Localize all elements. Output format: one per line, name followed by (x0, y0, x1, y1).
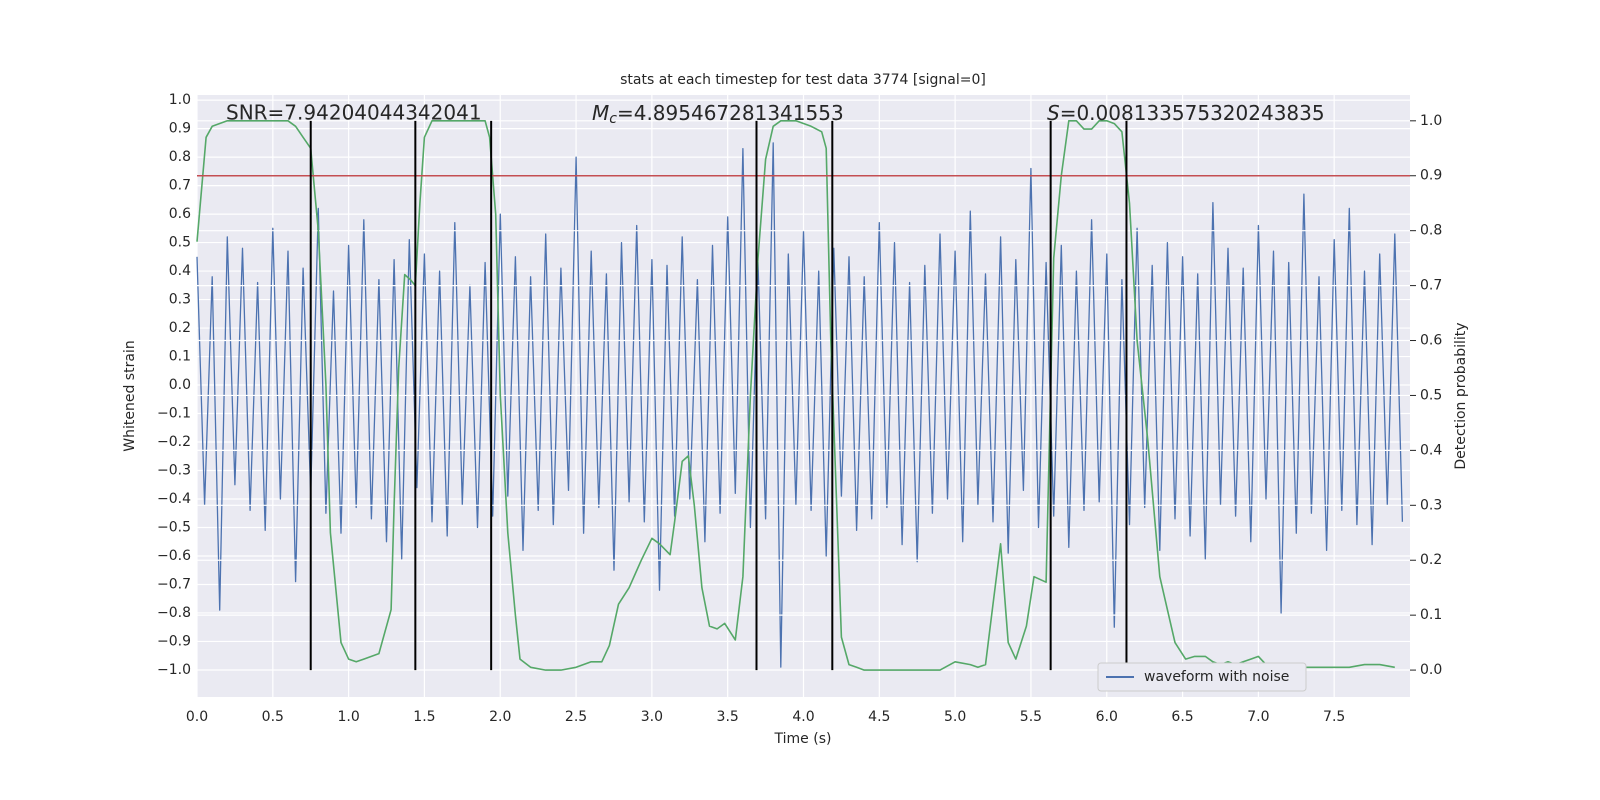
y-tick-label: 0.2 (169, 320, 191, 336)
x-tick-label: 4.5 (868, 709, 890, 725)
annotation-text: =4.895467281341553 (617, 101, 844, 125)
y-tick-label: 0.6 (169, 206, 191, 222)
annotation-symbol: M (592, 101, 609, 125)
chart-title: stats at each timestep for test data 377… (620, 72, 986, 88)
y2-tick-label: 0.2 (1420, 552, 1442, 568)
probability-line (196, 120, 1395, 671)
legend-box (1097, 662, 1307, 692)
y2-tick-label: 0.1 (1420, 607, 1442, 623)
legend-label: waveform with noise (1144, 669, 1289, 685)
y-tick-label: 0.4 (169, 263, 191, 279)
y-tick-label: 0.9 (169, 121, 191, 137)
y-tick-label: −0.3 (157, 463, 191, 479)
y2-tick-label: 0.8 (1420, 223, 1442, 239)
y2-tick-label: 0.5 (1420, 387, 1442, 403)
x-tick-label: 2.0 (489, 709, 511, 725)
x-tick-label: 5.0 (944, 709, 966, 725)
legend: waveform with noise (1097, 662, 1307, 692)
x-tick-label: 7.5 (1323, 709, 1345, 725)
x-tick-label: 5.5 (1020, 709, 1042, 725)
y-tick-label: 1.0 (169, 92, 191, 108)
marks (196, 120, 1410, 671)
x-tick-label: 3.5 (717, 709, 739, 725)
y2-tick-label: 1.0 (1420, 113, 1442, 129)
x-tick-label: 3.0 (641, 709, 663, 725)
y2-tick-label: 0.9 (1420, 168, 1442, 184)
annotation-symbol: S (1047, 101, 1060, 125)
y2-tick-label: 0.3 (1420, 497, 1442, 513)
y2-tick-label: 0.6 (1420, 333, 1442, 349)
y-tick-label: 0.3 (169, 292, 191, 308)
x-tick-label: 4.0 (792, 709, 814, 725)
x-axis-label: Time (s) (774, 731, 832, 747)
x-tick-label: 6.5 (1171, 709, 1193, 725)
x-tick-label: 0.0 (186, 709, 208, 725)
y-tick-label: −0.7 (157, 576, 191, 592)
annotation-subscript: c (609, 111, 617, 127)
y-tick-label: −0.6 (157, 548, 191, 564)
x-tick-label: 2.5 (565, 709, 587, 725)
y-tick-label: −1.0 (157, 662, 191, 678)
annotation: S=0.008133575320243835 (1047, 101, 1325, 125)
annotation: Mc=4.895467281341553 (592, 101, 844, 128)
y-tick-label: −0.2 (157, 434, 191, 450)
y2-axis-label: Detection probability (1453, 322, 1469, 469)
y-tick-label: 0.8 (169, 149, 191, 165)
labels: 0.0 0.5 1.0 1.5 2.0 2.5 3.0 3.5 4.0 4.5 5.0 5.5 6.0 6… (157, 92, 1442, 725)
y2-tick-label: 0.7 (1420, 278, 1442, 294)
x-tick-label: 0.5 (262, 709, 284, 725)
x-tick-label: 6.0 (1096, 709, 1118, 725)
y-tick-label: −0.4 (157, 491, 191, 507)
y-tick-label: −0.5 (157, 519, 191, 535)
y-tick-label: 0.5 (169, 235, 191, 251)
y2-tick-label: 0.0 (1420, 662, 1442, 678)
y2-tick-label: 0.4 (1420, 442, 1442, 458)
annotation-text: =0.008133575320243835 (1060, 101, 1325, 125)
x-tick-label: 7.0 (1247, 709, 1269, 725)
y-tick-label: −0.9 (157, 633, 191, 649)
annotation: SNR=7.94204044342041 (226, 101, 482, 125)
y-tick-label: −0.8 (157, 605, 191, 621)
y-tick-label: 0.0 (169, 377, 191, 393)
x-tick-label: 1.5 (413, 709, 435, 725)
y-axis-label: Whitened strain (122, 340, 138, 451)
y-tick-label: −0.1 (157, 406, 191, 422)
y-tick-label: 0.7 (169, 178, 191, 194)
y-tick-label: 0.1 (169, 349, 191, 365)
x-tick-label: 1.0 (337, 709, 359, 725)
